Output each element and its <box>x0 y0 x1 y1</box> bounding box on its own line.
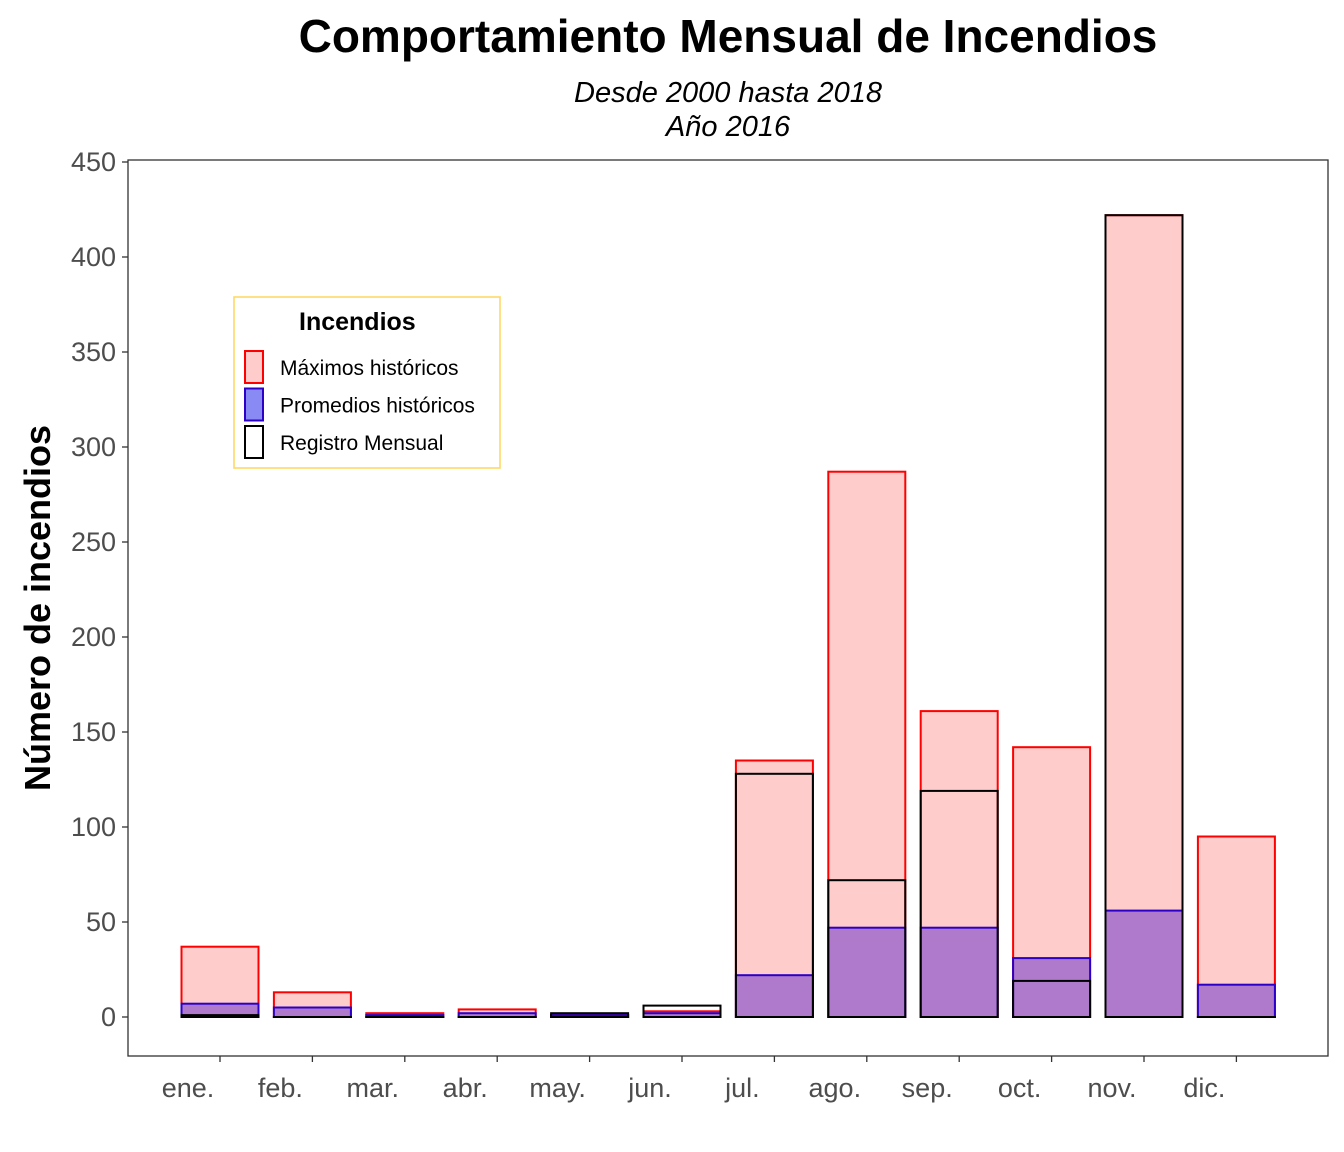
y-tick-label: 0 <box>101 1002 116 1032</box>
y-tick-label: 50 <box>86 907 116 937</box>
x-tick-label: may. <box>529 1073 586 1103</box>
bar-promedios-7 <box>827 926 907 1019</box>
x-tick-label: dic. <box>1183 1073 1225 1103</box>
bar-registro-0 <box>180 1014 260 1018</box>
bar-registro-5 <box>642 1004 722 1018</box>
legend-label-0: Máximos históricos <box>280 357 459 380</box>
bar-promedios-8 <box>919 926 999 1019</box>
legend-box <box>233 296 501 469</box>
x-tick-label: abr. <box>443 1073 488 1103</box>
y-axis-label: Número de incendios <box>17 425 58 791</box>
x-tick-label: nov. <box>1087 1073 1136 1103</box>
bar-promedios-6 <box>734 974 814 1019</box>
legend-title: Incendios <box>299 308 416 336</box>
bar-promedios-10 <box>1104 909 1184 1018</box>
y-tick-label: 350 <box>71 337 116 367</box>
legend-key-0 <box>244 350 264 384</box>
x-tick-label: feb. <box>258 1073 303 1103</box>
legend: Incendios Máximos históricos Promedios his… <box>233 296 501 469</box>
bar-registro-10 <box>1104 214 1184 1018</box>
y-tick-label: 400 <box>71 242 116 272</box>
legend-label-2: Registro Mensual <box>280 432 443 455</box>
legend-key-2 <box>244 425 264 459</box>
x-tick-label: sep. <box>902 1073 953 1103</box>
x-axis: ene. feb. mar. abr. may. jun. jul. ago. sep. oct.… <box>162 1056 1238 1103</box>
y-tick-label: 150 <box>71 717 116 747</box>
bar-maximos-10 <box>1104 214 1184 1018</box>
chart-subtitle-line-2: Año 2016 <box>664 111 791 143</box>
legend-label-1: Promedios históricos <box>280 395 475 418</box>
bar-registro-8 <box>919 789 999 1019</box>
bar-maximos-7 <box>827 470 907 1018</box>
chart-title: Comportamiento Mensual de Incendios <box>299 10 1158 62</box>
bar-promedios-11 <box>1196 983 1276 1019</box>
x-tick-label: jul. <box>724 1073 760 1103</box>
bar-registro-9 <box>1012 979 1092 1019</box>
bar-registro-7 <box>827 879 907 1019</box>
chart-subtitle-line-1: Desde 2000 hasta 2018 <box>574 77 882 109</box>
bar-promedios-9 <box>1012 957 1092 1018</box>
bars-layer <box>180 214 1276 1019</box>
y-tick-label: 250 <box>71 527 116 557</box>
y-tick-label: 100 <box>71 812 116 842</box>
x-tick-label: ago. <box>809 1073 862 1103</box>
x-tick-label: oct. <box>998 1073 1042 1103</box>
x-tick-label: ene. <box>162 1073 215 1103</box>
bar-registro-6 <box>734 772 814 1018</box>
legend-key-1 <box>244 387 264 422</box>
y-tick-label: 450 <box>71 147 116 177</box>
x-tick-label: jun. <box>627 1073 672 1103</box>
x-tick-label: mar. <box>347 1073 400 1103</box>
bar-registro-4 <box>550 1012 630 1019</box>
y-axis: 0 50 100 150 200 250 300 350 400 450 <box>71 147 128 1032</box>
bar-promedios-1 <box>272 1006 352 1018</box>
y-tick-label: 300 <box>71 432 116 462</box>
y-tick-label: 200 <box>71 622 116 652</box>
